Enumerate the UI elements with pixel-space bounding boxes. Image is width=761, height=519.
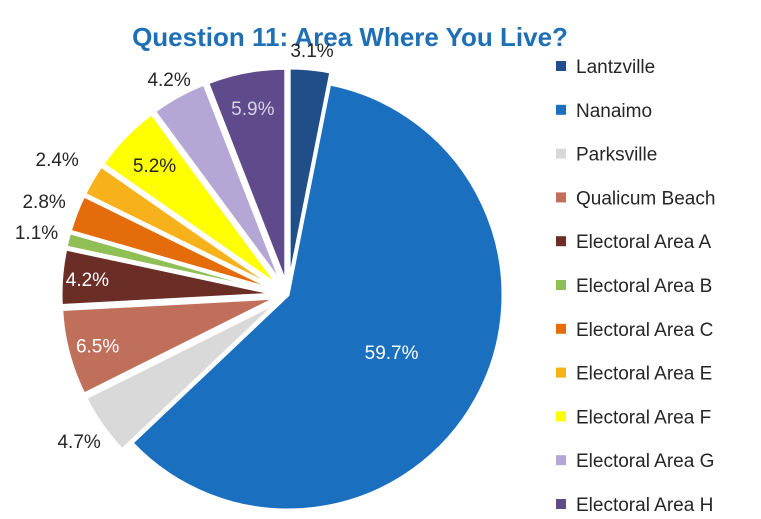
- data-label-electoral-area-c: 2.8%: [22, 192, 65, 213]
- pie-slice-electoral-area-c: [68, 193, 278, 293]
- legend-swatch-electoral-area-g: [556, 455, 566, 466]
- chart-title: Question 11: Area Where You Live?: [132, 22, 568, 52]
- pie-slice-electoral-area-a: [59, 247, 277, 308]
- legend-label-qualicum-beach: Qualicum Beach: [576, 188, 715, 209]
- legend-label-electoral-area-b: Electoral Area B: [576, 276, 712, 297]
- legend-label-electoral-area-g: Electoral Area G: [576, 451, 714, 472]
- legend-swatch-electoral-area-e: [556, 367, 566, 378]
- legend-swatch-electoral-area-c: [556, 323, 566, 334]
- legend-item-parksville: Parksville: [556, 145, 657, 166]
- data-label-electoral-area-b: 1.1%: [15, 223, 58, 244]
- legend-swatch-qualicum-beach: [556, 192, 566, 203]
- data-label-electoral-area-f: 5.2%: [133, 156, 176, 177]
- legend-item-electoral-area-f: Electoral Area F: [556, 407, 711, 428]
- legend-swatch-electoral-area-h: [556, 499, 566, 509]
- legend-label-electoral-area-a: Electoral Area A: [576, 232, 712, 253]
- data-label-nanaimo: 59.7%: [365, 343, 419, 364]
- legend-label-electoral-area-e: Electoral Area E: [576, 364, 712, 385]
- legend-item-electoral-area-e: Electoral Area E: [556, 364, 712, 385]
- data-label-electoral-area-e: 2.4%: [36, 150, 79, 171]
- legend-label-parksville: Parksville: [576, 145, 657, 166]
- legend-item-electoral-area-b: Electoral Area B: [556, 276, 712, 297]
- data-label-lantzville: 3.1%: [290, 41, 333, 62]
- legend-swatch-electoral-area-b: [556, 280, 566, 290]
- legend-item-nanaimo: Nanaimo: [556, 101, 652, 122]
- pie-slice-parksville: [83, 300, 280, 452]
- pie-slice-electoral-area-g: [152, 82, 284, 286]
- data-labels: 3.1% 59.7% 4.7% 6.5% 4.2% 1.1% 2.8% 2.4% 5.2% 4.2…: [15, 41, 419, 453]
- legend-label-electoral-area-c: Electoral Area C: [576, 320, 713, 341]
- pie-slice-electoral-area-h: [205, 66, 288, 284]
- pie-slices: [59, 66, 505, 512]
- legend-item-electoral-area-g: Electoral Area G: [556, 451, 714, 472]
- legend-item-electoral-area-h: Electoral Area H: [556, 495, 713, 516]
- data-label-electoral-area-h: 5.9%: [231, 99, 274, 120]
- legend-swatch-lantzville: [556, 61, 566, 71]
- legend-item-qualicum-beach: Qualicum Beach: [556, 188, 715, 209]
- data-label-parksville: 4.7%: [57, 432, 100, 453]
- legend-label-nanaimo: Nanaimo: [576, 101, 652, 122]
- data-label-electoral-area-g: 4.2%: [147, 70, 190, 91]
- legend-item-electoral-area-a: Electoral Area A: [556, 232, 712, 253]
- legend-item-lantzville: Lantzville: [556, 57, 655, 78]
- legend-label-electoral-area-f: Electoral Area F: [576, 407, 711, 428]
- pie-slice-qualicum-beach: [60, 296, 278, 397]
- data-label-electoral-area-a: 4.2%: [66, 270, 109, 291]
- legend-swatch-parksville: [556, 148, 566, 159]
- pie-slice-nanaimo: [129, 82, 505, 512]
- legend-swatch-electoral-area-a: [556, 236, 566, 247]
- legend: Lantzville Nanaimo Parksville Qualicum Beac…: [556, 57, 715, 516]
- legend-label-lantzville: Lantzville: [576, 57, 655, 78]
- data-label-qualicum-beach: 6.5%: [76, 336, 119, 357]
- legend-swatch-electoral-area-f: [556, 411, 566, 422]
- pie-slice-electoral-area-e: [82, 164, 279, 291]
- legend-item-electoral-area-c: Electoral Area C: [556, 320, 713, 341]
- legend-label-electoral-area-h: Electoral Area H: [576, 495, 713, 516]
- pie-slice-electoral-area-f: [100, 111, 281, 288]
- legend-swatch-nanaimo: [556, 104, 566, 115]
